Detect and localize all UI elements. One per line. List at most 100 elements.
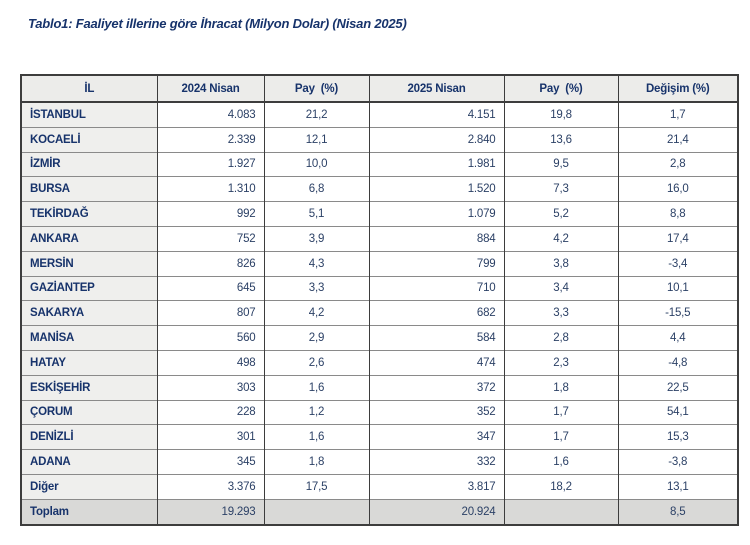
table-cell: 3,8 [503, 250, 618, 277]
table-cell: -3,4 [617, 250, 738, 277]
table-cell: 2,9 [263, 325, 369, 351]
table-cell: 13,6 [503, 126, 618, 153]
column-header: Pay (%) [263, 75, 369, 103]
table-cell: 8,5 [617, 498, 738, 525]
table-cell: 347 [368, 424, 504, 450]
table-cell: 20.924 [368, 498, 504, 525]
table-cell: 2,8 [617, 151, 738, 177]
table-cell: 3.817 [368, 473, 504, 500]
table-cell: 5,1 [263, 201, 369, 227]
table-body: İSTANBUL 4.083 21,2 4.151 19,8 1,7 KOCAELİ 2.33… [20, 101, 738, 525]
row-label: ANKARA [20, 225, 157, 252]
table-cell: 3.376 [156, 473, 264, 500]
row-label: ÇORUM [20, 399, 157, 425]
table-cell: -4,8 [617, 349, 738, 376]
column-header: 2024 Nisan [156, 75, 264, 103]
table-cell: 498 [156, 349, 264, 376]
column-header: Değişim (%) [617, 75, 738, 103]
table-row: DENİZLİ 301 1,6 347 1,7 15,3 [20, 424, 738, 450]
row-label: İSTANBUL [20, 101, 157, 128]
table-cell: 1,6 [263, 424, 369, 450]
table-cell: 19.293 [156, 498, 264, 525]
row-label: İZMİR [20, 151, 157, 177]
table-cell: 807 [156, 300, 264, 326]
row-label: MERSİN [20, 250, 157, 277]
table-row: İSTANBUL 4.083 21,2 4.151 19,8 1,7 [20, 101, 738, 128]
row-label: ADANA [20, 449, 157, 475]
row-label: Toplam [20, 498, 157, 525]
table-cell: 645 [156, 275, 264, 301]
table-row: MANİSA 560 2,9 584 2,8 4,4 [20, 325, 738, 351]
row-label: HATAY [20, 349, 157, 376]
table-cell: 884 [368, 225, 504, 252]
table-row: BURSA 1.310 6,8 1.520 7,3 16,0 [20, 176, 738, 202]
row-label: ESKİŞEHİR [20, 374, 157, 401]
table-cell: 228 [156, 399, 264, 425]
table-cell: 3,3 [263, 275, 369, 301]
table-cell: 2,8 [503, 325, 618, 351]
table-row: GAZİANTEP 645 3,3 710 3,4 10,1 [20, 275, 738, 301]
table-cell: 8,8 [617, 201, 738, 227]
row-label: KOCAELİ [20, 126, 157, 153]
table-row: ANKARA 752 3,9 884 4,2 17,4 [20, 225, 738, 252]
column-header: 2025 Nisan [368, 75, 504, 103]
table-cell: 4,2 [263, 300, 369, 326]
table-cell: 2,6 [263, 349, 369, 376]
table-cell: 7,3 [503, 176, 618, 202]
row-label: BURSA [20, 176, 157, 202]
table-cell: 18,2 [503, 473, 618, 500]
table-cell: 799 [368, 250, 504, 277]
table-cell: -15,5 [617, 300, 738, 326]
table-row: TEKİRDAĞ 992 5,1 1.079 5,2 8,8 [20, 201, 738, 227]
table-cell: 682 [368, 300, 504, 326]
table-cell: 4,3 [263, 250, 369, 277]
table-cell: 1.079 [368, 201, 504, 227]
table-cell: 19,8 [503, 101, 618, 128]
table-cell: 1,8 [503, 374, 618, 401]
table-cell: 2.339 [156, 126, 264, 153]
table-cell: 352 [368, 399, 504, 425]
table-cell: 1,8 [263, 449, 369, 475]
export-table: İL 2024 Nisan Pay (%) 2025 Nisan Pay (%) Deği… [20, 74, 739, 526]
column-header: İL [20, 75, 157, 103]
table-cell: 372 [368, 374, 504, 401]
table-cell: 826 [156, 250, 264, 277]
table-row: İZMİR 1.927 10,0 1.981 9,5 2,8 [20, 151, 738, 177]
table-row: SAKARYA 807 4,2 682 3,3 -15,5 [20, 300, 738, 326]
table-cell: 2,3 [503, 349, 618, 376]
table-cell: 992 [156, 201, 264, 227]
table-cell: 560 [156, 325, 264, 351]
table-title: Tablo1: Faaliyet illerine göre İhracat (… [28, 16, 407, 31]
table-cell: 6,8 [263, 176, 369, 202]
row-label: DENİZLİ [20, 424, 157, 450]
table-cell: 710 [368, 275, 504, 301]
table-cell: 1.520 [368, 176, 504, 202]
table-cell: 332 [368, 449, 504, 475]
table-cell: 21,2 [263, 101, 369, 128]
table-cell: 1,6 [263, 374, 369, 401]
table-cell: 584 [368, 325, 504, 351]
table-cell: 303 [156, 374, 264, 401]
table-cell: 4.083 [156, 101, 264, 128]
table-cell: 301 [156, 424, 264, 450]
table-cell: 1,2 [263, 399, 369, 425]
table-cell [263, 498, 369, 525]
table-cell: 4.151 [368, 101, 504, 128]
table-cell: 54,1 [617, 399, 738, 425]
table-cell: 1.927 [156, 151, 264, 177]
table-header: İL 2024 Nisan Pay (%) 2025 Nisan Pay (%) Deği… [20, 75, 738, 103]
table-cell: 2.840 [368, 126, 504, 153]
table-cell: 17,5 [263, 473, 369, 500]
row-label: TEKİRDAĞ [20, 201, 157, 227]
table-cell: 474 [368, 349, 504, 376]
row-label: Diğer [20, 473, 157, 500]
table-row: ADANA 345 1,8 332 1,6 -3,8 [20, 449, 738, 475]
table-cell [503, 498, 618, 525]
table-cell: 21,4 [617, 126, 738, 153]
table-cell: 13,1 [617, 473, 738, 500]
table-cell: 10,1 [617, 275, 738, 301]
table-cell: 345 [156, 449, 264, 475]
row-label: SAKARYA [20, 300, 157, 326]
table-row: ÇORUM 228 1,2 352 1,7 54,1 [20, 399, 738, 425]
